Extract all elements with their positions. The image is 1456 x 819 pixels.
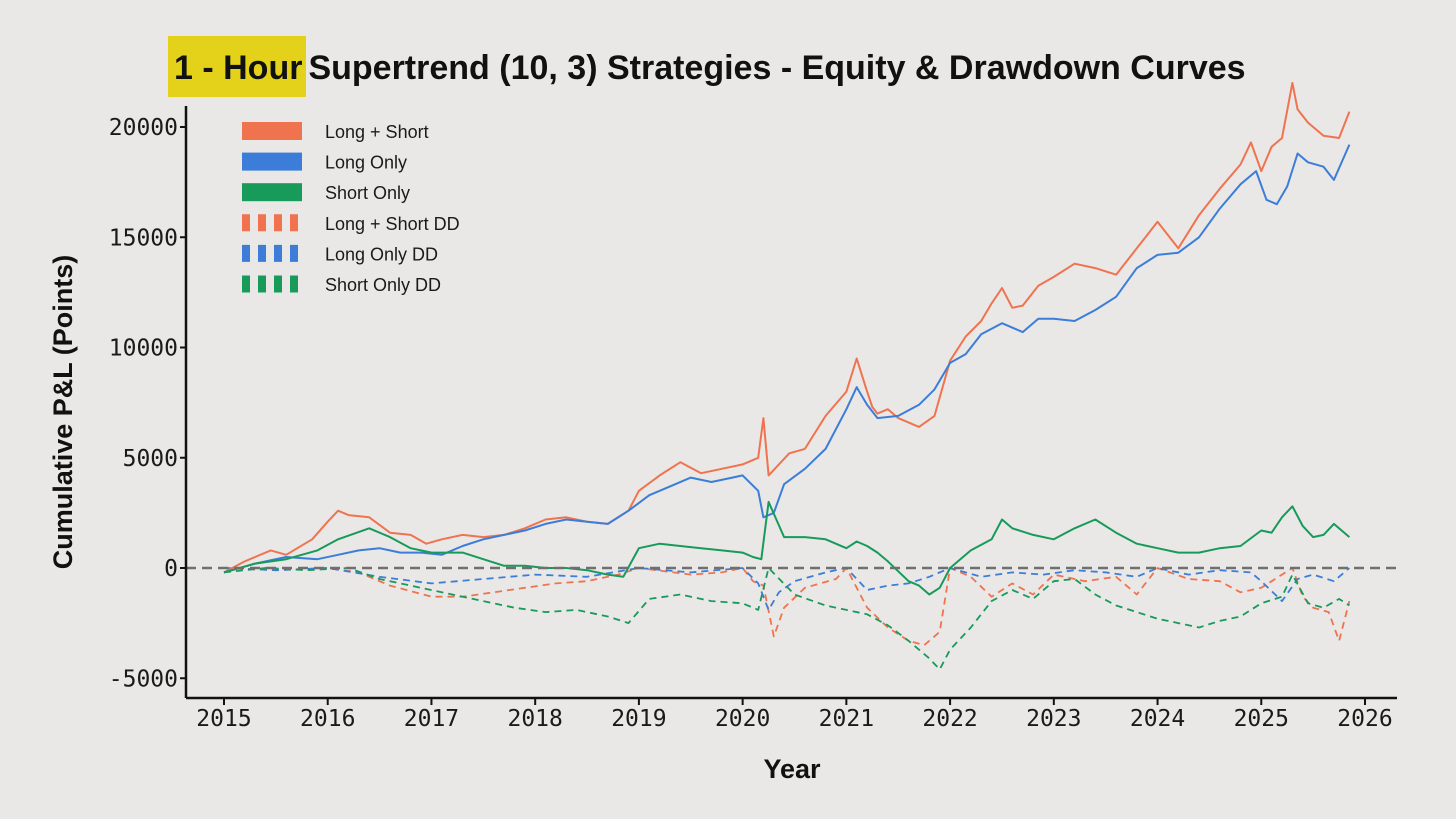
chart-title: 1 - Hour Supertrend (10, 3) Strategies - … <box>174 49 1246 87</box>
x-tick-label: 2017 <box>404 706 459 732</box>
legend-label-long-short: Long + Short <box>325 122 429 142</box>
x-tick-label: 2016 <box>300 706 355 732</box>
legend-swatch-long-short <box>242 122 302 140</box>
title-highlight <box>168 36 306 97</box>
series-line-long-only-dd <box>223 567 1350 611</box>
legend-label-long-short-dd: Long + Short DD <box>325 214 460 234</box>
plot-lines <box>223 81 1351 671</box>
x-tick-label: 2023 <box>1026 706 1081 732</box>
y-tick-label: 0 <box>164 556 178 582</box>
series-line-short-only <box>223 500 1351 596</box>
x-tick-label: 2015 <box>196 706 251 732</box>
x-tick-label: 2021 <box>819 706 874 732</box>
x-tick-label: 2024 <box>1130 706 1185 732</box>
series-line-long-short-dd <box>223 567 1351 647</box>
y-tick-label: -5000 <box>109 666 178 692</box>
y-tick-label: 15000 <box>109 225 178 251</box>
x-tick-label: 2019 <box>611 706 666 732</box>
series-line-short-only-dd <box>223 567 1350 671</box>
x-tick-label: 2022 <box>922 706 977 732</box>
series-line-long-short <box>223 81 1351 574</box>
legend-swatch-short-only <box>242 183 302 202</box>
x-tick-label: 2026 <box>1337 706 1392 732</box>
y-ticks: -5000 0 5000 10000 15000 20000 <box>109 115 186 692</box>
legend-label-short-only-dd: Short Only DD <box>325 275 441 295</box>
x-axis-label: Year <box>763 754 821 784</box>
legend: Long + Short Long Only Short Only Long + Sh… <box>242 122 460 295</box>
x-tick-label: 2025 <box>1234 706 1289 732</box>
x-tick-label: 2018 <box>507 706 562 732</box>
y-axis-label: Cumulative P&L (Points) <box>48 255 78 570</box>
y-tick-label: 20000 <box>109 115 178 141</box>
y-tick-label: 10000 <box>109 336 178 362</box>
x-ticks: 2015 2016 2017 2018 2019 2020 2021 2022 2023 2024… <box>196 698 1393 732</box>
x-tick-label: 2020 <box>715 706 770 732</box>
y-tick-label: 5000 <box>123 446 178 472</box>
legend-label-short-only: Short Only <box>325 183 410 203</box>
chart-title-highlight-text: 1 - Hour <box>174 49 302 87</box>
legend-label-long-only: Long Only <box>325 153 407 173</box>
chart-title-rest-text: Supertrend (10, 3) Strategies - Equity &… <box>308 49 1245 87</box>
legend-label-long-only-dd: Long Only DD <box>325 244 438 264</box>
legend-swatch-long-only <box>242 152 302 171</box>
series-line-long-only <box>223 144 1351 574</box>
